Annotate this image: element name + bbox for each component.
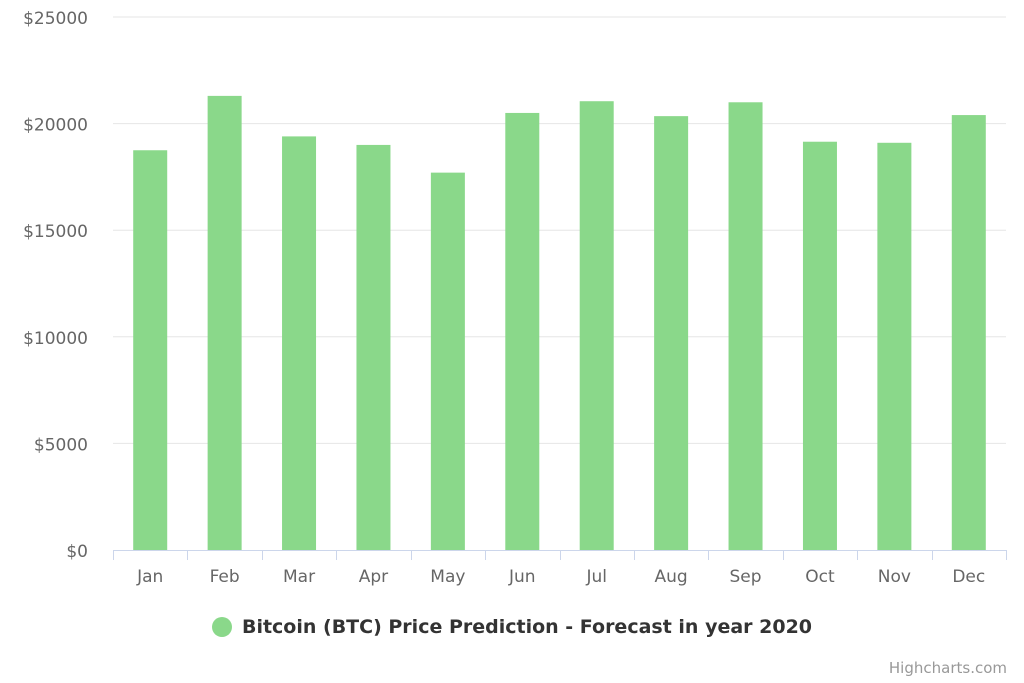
x-tick-label: Oct bbox=[805, 567, 835, 587]
grid-lines bbox=[113, 16, 1006, 444]
bar-sep[interactable] bbox=[728, 102, 763, 550]
y-tick-label: $15000 bbox=[23, 222, 88, 242]
y-tick-label: $5000 bbox=[34, 435, 88, 455]
legend[interactable]: Bitcoin (BTC) Price Prediction - Forecas… bbox=[0, 616, 1024, 638]
x-axis: Jan Feb Mar Apr May Jun Jul Aug Sep Oct Nov Dec bbox=[113, 550, 1007, 587]
bar-dec[interactable] bbox=[951, 115, 986, 551]
legend-label: Bitcoin (BTC) Price Prediction - Forecas… bbox=[241, 616, 813, 638]
bar-aug[interactable] bbox=[654, 116, 689, 550]
bar-jun[interactable] bbox=[505, 112, 540, 550]
bar-may[interactable] bbox=[430, 172, 465, 551]
credits-link[interactable]: Highcharts.com bbox=[888, 659, 1007, 677]
x-tick-label: Mar bbox=[283, 567, 315, 587]
bar-apr[interactable] bbox=[356, 144, 391, 551]
y-axis: $0 $5000 $10000 $15000 $20000 $25000 bbox=[23, 9, 88, 562]
bar-series bbox=[133, 95, 986, 551]
x-tick-label: Sep bbox=[730, 567, 762, 587]
legend-swatch-icon bbox=[211, 617, 232, 637]
y-tick-label: $20000 bbox=[23, 116, 88, 136]
x-tick-label: Feb bbox=[210, 567, 240, 587]
y-tick-label: $25000 bbox=[23, 9, 88, 29]
bar-oct[interactable] bbox=[802, 141, 837, 551]
x-tick-label: Jun bbox=[508, 567, 536, 587]
bar-jan[interactable] bbox=[133, 150, 168, 550]
x-tick-label: Aug bbox=[655, 567, 688, 587]
x-tick-label: Jan bbox=[136, 567, 163, 587]
y-tick-label: $10000 bbox=[23, 329, 88, 349]
x-tick-label: May bbox=[430, 567, 465, 587]
bar-jul[interactable] bbox=[579, 101, 614, 551]
x-tick-label: Nov bbox=[878, 567, 911, 587]
bar-nov[interactable] bbox=[877, 142, 912, 550]
x-tick-label: Jul bbox=[585, 567, 607, 587]
x-tick-label: Apr bbox=[359, 567, 388, 587]
bar-chart: $0 $5000 $10000 $15000 $20000 $25000 Jan Feb Ma… bbox=[23, 9, 1007, 587]
bar-feb[interactable] bbox=[207, 95, 242, 550]
x-tick-label: Dec bbox=[952, 567, 985, 587]
bar-mar[interactable] bbox=[282, 136, 317, 550]
y-tick-label: $0 bbox=[66, 542, 88, 562]
